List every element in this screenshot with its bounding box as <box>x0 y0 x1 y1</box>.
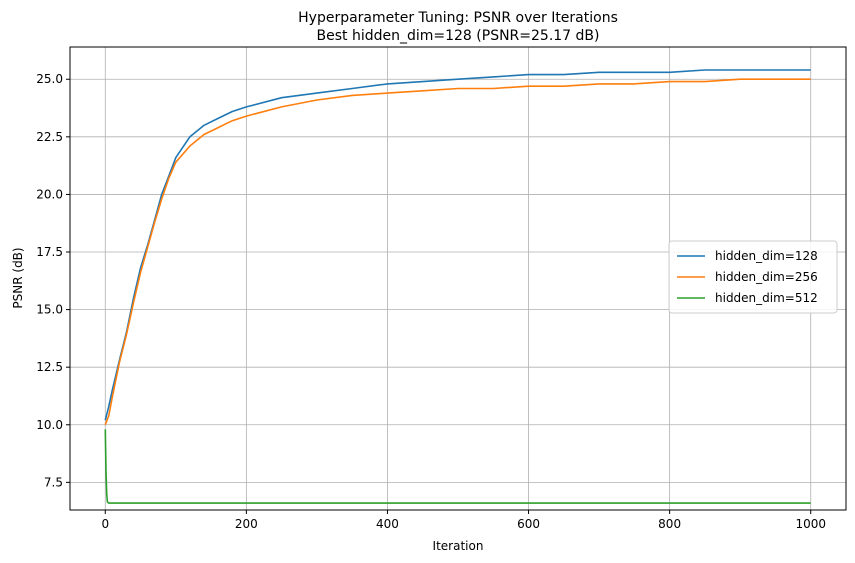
y-tick-label: 22.5 <box>36 130 63 144</box>
legend-entry: hidden_dim=256 <box>715 270 818 284</box>
y-tick-label: 10.0 <box>36 418 63 432</box>
y-tick-label: 25.0 <box>36 72 63 86</box>
plot-frame <box>69 46 847 511</box>
x-tick-label: 400 <box>376 517 399 531</box>
x-tick-label: 600 <box>517 517 540 531</box>
series-line-2 <box>104 78 811 426</box>
x-tick-label: 800 <box>658 517 681 531</box>
legend-entry: hidden_dim=128 <box>715 249 818 263</box>
series-group <box>104 69 811 504</box>
legend-box <box>668 240 838 314</box>
chart-title: Hyperparameter Tuning: PSNR over Iterati… <box>298 10 618 26</box>
y-axis-label: PSNR (dB) <box>11 247 25 308</box>
legend-entry: hidden_dim=512 <box>715 291 818 305</box>
x-tick-label: 0 <box>101 517 109 531</box>
series-line-1 <box>104 69 811 421</box>
y-tick-label: 20.0 <box>36 187 63 201</box>
legend: hidden_dim=128 hidden_dim=256 hidden_dim=5… <box>668 240 838 314</box>
y-tick-label: 15.0 <box>36 303 63 317</box>
series-line-3 <box>104 429 811 504</box>
y-tick-label: 17.5 <box>36 245 63 259</box>
y-tick-label: 7.5 <box>44 475 63 489</box>
y-tick-label: 12.5 <box>36 360 63 374</box>
tick-group: 0 200 400 600 800 1000 7.5 10.0 12.5 15.0 17.5 20.0… <box>36 72 826 531</box>
x-tick-label: 200 <box>235 517 258 531</box>
x-tick-label: 1000 <box>795 517 826 531</box>
chart-subtitle: Best hidden_dim=128 (PSNR=25.17 dB) <box>317 28 600 44</box>
x-axis-label: Iteration <box>433 539 484 553</box>
